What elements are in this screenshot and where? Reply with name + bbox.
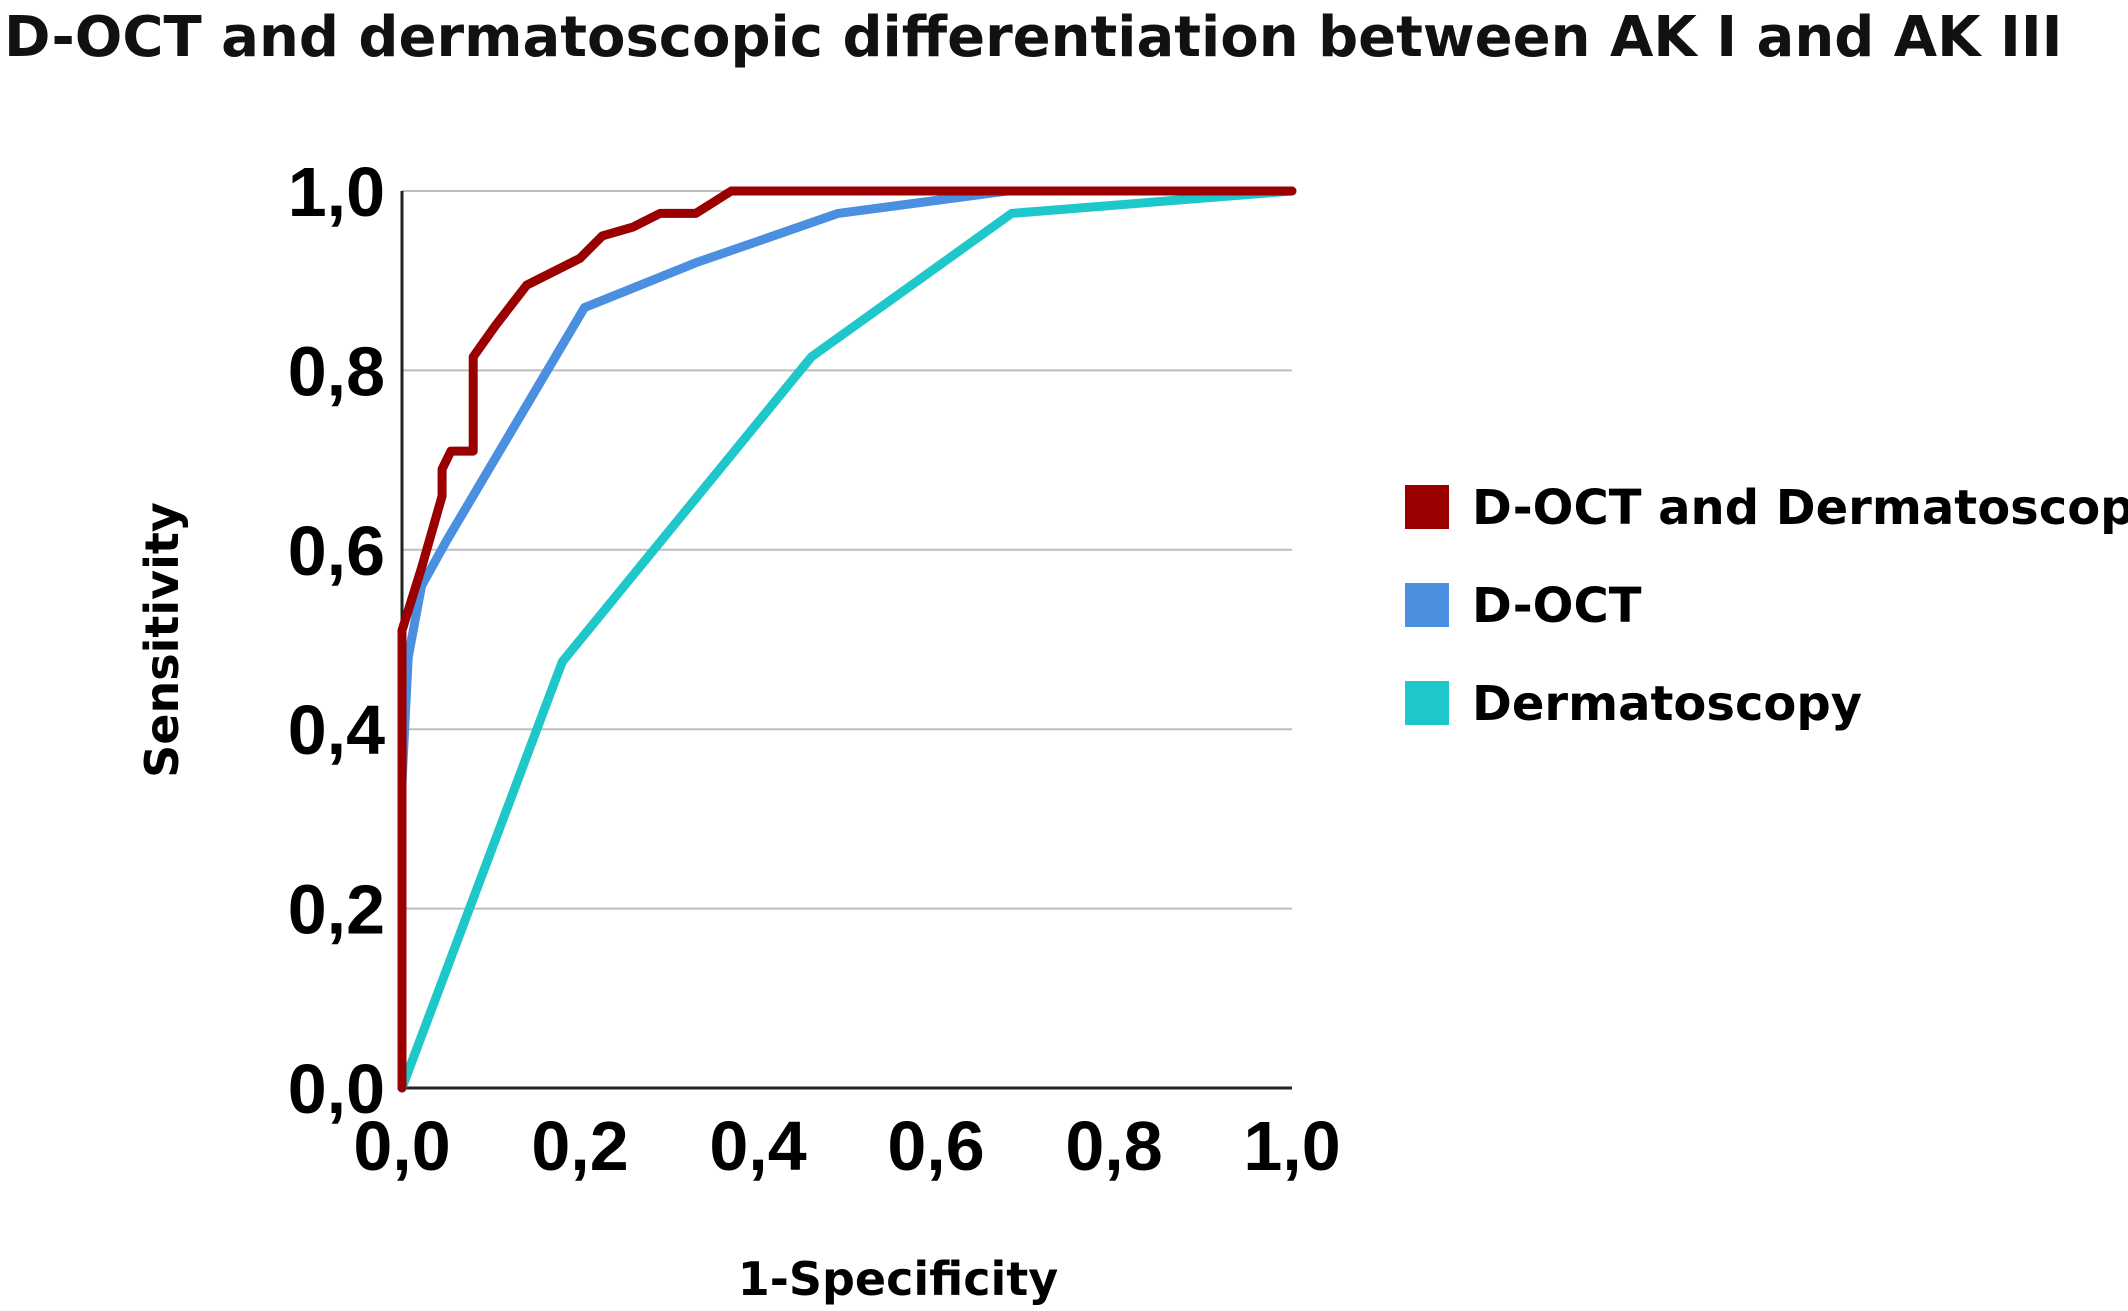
x-tick-label: 1,0 bbox=[1243, 1107, 1340, 1185]
y-axis-label: Sensitivity bbox=[135, 502, 189, 778]
x-tick-label: 0,8 bbox=[1065, 1107, 1162, 1185]
legend-item: Dermatoscopy bbox=[1405, 676, 1862, 732]
series-line-0 bbox=[397, 186, 1297, 1093]
y-tick-label: 0,0 bbox=[288, 1050, 385, 1128]
legend-label: D-OCT and Dermatoscopy bbox=[1472, 480, 2128, 536]
x-axis-label: 1-Specificity bbox=[738, 1252, 1059, 1306]
chart-title: D-OCT and dermatoscopic differentiation … bbox=[4, 5, 2063, 70]
legend-item: D-OCT and Dermatoscopy bbox=[1405, 480, 2128, 536]
legend-swatch bbox=[1405, 485, 1449, 529]
legend-item: D-OCT bbox=[1405, 578, 1642, 634]
legend-label: Dermatoscopy bbox=[1472, 676, 1862, 732]
x-tick-label: 0,6 bbox=[887, 1107, 984, 1185]
legend-label: D-OCT bbox=[1472, 578, 1642, 634]
series-lines bbox=[397, 186, 1297, 1093]
y-tick-labels: 0,0 0,2 0,4 0,6 0,8 1,0 bbox=[288, 153, 385, 1128]
y-tick-label: 0,4 bbox=[288, 691, 385, 769]
x-tick-label: 0,2 bbox=[531, 1107, 628, 1185]
y-tick-label: 0,6 bbox=[288, 512, 385, 590]
x-tick-label: 0,4 bbox=[709, 1107, 806, 1185]
y-tick-label: 1,0 bbox=[288, 153, 385, 231]
legend-swatch bbox=[1405, 583, 1449, 627]
y-tick-label: 0,2 bbox=[288, 871, 385, 949]
x-tick-labels: 0,0 0,2 0,4 0,6 0,8 1,0 bbox=[353, 1107, 1340, 1185]
x-tick-label: 0,0 bbox=[353, 1107, 450, 1185]
y-tick-label: 0,8 bbox=[288, 332, 385, 410]
legend-swatch bbox=[1405, 681, 1449, 725]
legend: D-OCT and Dermatoscopy D-OCT Dermatoscopy bbox=[1405, 480, 2128, 732]
series-line-2 bbox=[397, 186, 1297, 1093]
